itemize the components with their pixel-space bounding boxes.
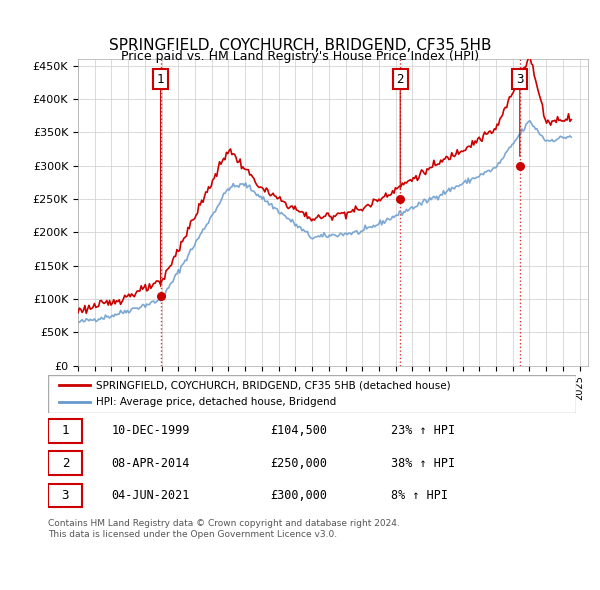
Text: 3: 3	[62, 489, 69, 502]
Text: 2: 2	[62, 457, 69, 470]
Text: £104,500: £104,500	[270, 424, 327, 437]
FancyBboxPatch shape	[48, 484, 82, 507]
Point	[395, 194, 405, 204]
FancyBboxPatch shape	[48, 419, 82, 442]
Point	[515, 161, 524, 171]
Text: 2: 2	[397, 73, 404, 86]
Text: 1: 1	[62, 424, 69, 437]
Text: 08-APR-2014: 08-APR-2014	[112, 457, 190, 470]
Text: 10-DEC-1999: 10-DEC-1999	[112, 424, 190, 437]
Text: 3: 3	[516, 73, 524, 86]
Text: 38% ↑ HPI: 38% ↑ HPI	[391, 457, 455, 470]
FancyBboxPatch shape	[48, 375, 576, 413]
Text: HPI: Average price, detached house, Bridgend: HPI: Average price, detached house, Brid…	[95, 397, 336, 407]
Text: 1: 1	[157, 73, 164, 86]
Text: 8% ↑ HPI: 8% ↑ HPI	[391, 489, 448, 502]
Text: Contains HM Land Registry data © Crown copyright and database right 2024.
This d: Contains HM Land Registry data © Crown c…	[48, 519, 400, 539]
Text: SPRINGFIELD, COYCHURCH, BRIDGEND, CF35 5HB (detached house): SPRINGFIELD, COYCHURCH, BRIDGEND, CF35 5…	[95, 381, 450, 391]
Text: Price paid vs. HM Land Registry's House Price Index (HPI): Price paid vs. HM Land Registry's House …	[121, 50, 479, 63]
Text: £250,000: £250,000	[270, 457, 327, 470]
FancyBboxPatch shape	[48, 451, 82, 475]
Text: £300,000: £300,000	[270, 489, 327, 502]
Point	[156, 291, 166, 301]
Text: 04-JUN-2021: 04-JUN-2021	[112, 489, 190, 502]
Text: SPRINGFIELD, COYCHURCH, BRIDGEND, CF35 5HB: SPRINGFIELD, COYCHURCH, BRIDGEND, CF35 5…	[109, 38, 491, 53]
Text: 23% ↑ HPI: 23% ↑ HPI	[391, 424, 455, 437]
